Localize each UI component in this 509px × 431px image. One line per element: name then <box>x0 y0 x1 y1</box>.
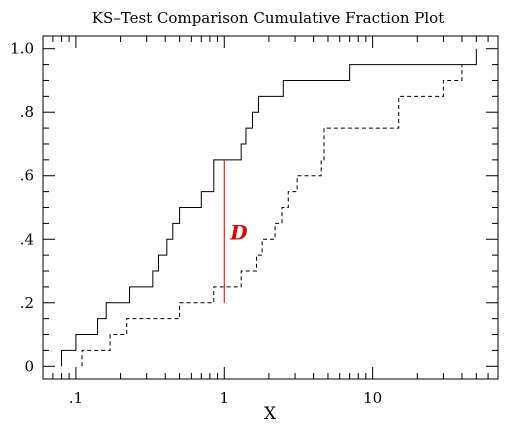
data-series <box>61 48 477 367</box>
y-tick-label: 1.0 <box>10 40 34 58</box>
tick-labels: .1 1 10 0 .2 .4 .6 .8 1.0 <box>10 40 382 407</box>
y-tick-label: 0 <box>24 357 34 375</box>
dashed-cumulative-step <box>81 64 463 367</box>
y-tick-label: .6 <box>20 167 34 185</box>
y-tick-label: .4 <box>20 230 34 248</box>
y-tick-label: .2 <box>20 294 34 312</box>
ks-distance-annotation: D <box>223 159 248 303</box>
x-axis-label: X <box>264 404 277 424</box>
ks-distance-label: D <box>229 220 248 244</box>
axis-ticks <box>42 36 499 379</box>
chart-title: KS–Test Comparison Cumulative Fraction P… <box>92 9 444 27</box>
x-tick-label: .1 <box>69 389 83 407</box>
x-tick-label: 1 <box>219 389 229 407</box>
x-tick-label: 10 <box>363 389 382 407</box>
solid-cumulative-step <box>61 48 477 367</box>
plot-frame <box>42 35 499 380</box>
y-tick-label: .8 <box>20 103 34 121</box>
